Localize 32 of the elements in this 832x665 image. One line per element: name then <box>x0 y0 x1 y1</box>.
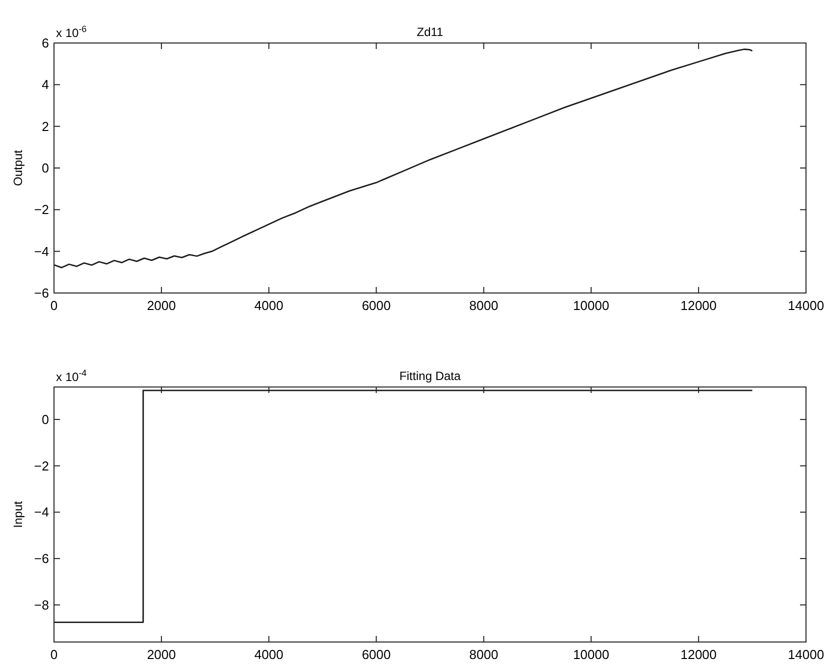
y-axis-title: Input <box>11 500 25 528</box>
x-tick-label: 8000 <box>469 647 498 662</box>
y-tick-label: 4 <box>42 77 49 92</box>
x-tick-label: 10000 <box>573 298 610 313</box>
y-tick-label: −2 <box>34 202 49 218</box>
x-tick-label: 6000 <box>362 647 391 662</box>
y-tick-label: −6 <box>34 286 49 300</box>
x-tick-label: 6000 <box>362 298 391 313</box>
y-tick-label: 6 <box>42 36 49 50</box>
y-tick-label: −4 <box>34 504 49 520</box>
x-tick-label: 8000 <box>469 298 498 313</box>
y-tick-label: −2 <box>34 458 49 474</box>
y-tick-label: 0 <box>42 160 49 176</box>
x-tick-label: 4000 <box>254 298 284 313</box>
text: x 10$^{-4}$ <box>56 368 87 384</box>
x-tick-label: 14000 <box>788 647 824 662</box>
y-tick-label: −6 <box>34 551 49 566</box>
x-tick-label: 14000 <box>788 298 824 313</box>
x-tick-label: 10000 <box>573 647 610 662</box>
y-tick-label: 2 <box>42 118 49 134</box>
chart-title: Zd11 <box>416 25 444 39</box>
x-tick-label: 4000 <box>254 647 284 662</box>
chart-title: Fitting Data <box>399 369 462 383</box>
x-tick-label: 12000 <box>680 647 717 662</box>
y-tick-label: −4 <box>34 244 49 259</box>
x-tick-label: 2000 <box>146 647 176 662</box>
y-tick-label: −8 <box>34 597 49 612</box>
text: x 10$^{-6}$ <box>56 24 87 40</box>
y-tick-label: 0 <box>42 412 49 427</box>
x-tick-label: 2000 <box>146 298 176 313</box>
y-axis-title: Output <box>11 149 25 186</box>
x-tick-label: 12000 <box>680 298 717 313</box>
